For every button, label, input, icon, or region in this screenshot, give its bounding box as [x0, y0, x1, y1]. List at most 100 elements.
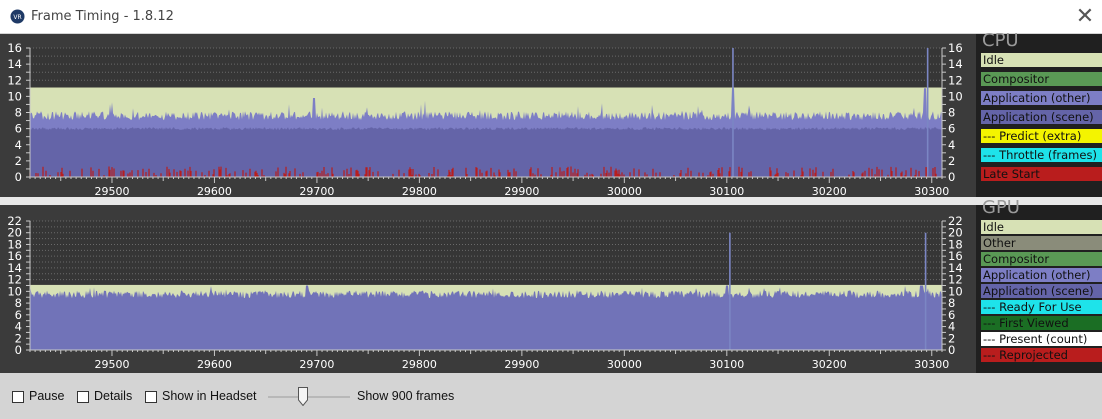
- y-tick-label: 0: [15, 170, 22, 184]
- x-tick-label: 29600: [197, 358, 232, 371]
- y-tick-label: 2: [15, 331, 22, 345]
- x-tick-label: 30000: [607, 358, 642, 371]
- cpu-graph: 0 0 2 2 4 4 6 6 8 8 10 10 12 12 14 14 16 16 29500 29600 2970…: [0, 30, 1102, 197]
- y-tick-label: 16: [7, 41, 22, 55]
- legend-item: --- Ready For Use: [981, 300, 1102, 314]
- y-tick-label: 12: [948, 73, 963, 87]
- y-tick-label: 6: [948, 122, 955, 136]
- x-tick-label: 30300: [914, 358, 949, 371]
- y-tick-label: 14: [7, 57, 22, 71]
- x-tick-label: 30300: [914, 185, 949, 197]
- legend-item: Application (scene): [981, 284, 1102, 298]
- legend-item: Other: [981, 236, 1102, 250]
- y-tick-label: 12: [948, 273, 963, 287]
- gpu-heading: GPU: [982, 197, 1020, 218]
- y-tick-label: 12: [7, 273, 22, 287]
- legend-item: --- Predict (extra): [981, 129, 1102, 143]
- cpu-heading: CPU: [982, 30, 1019, 51]
- y-tick-label: 16: [948, 41, 963, 55]
- x-tick-label: 29500: [94, 185, 129, 197]
- gpu-legend: GPU Idle Other Compositor Application (othe…: [976, 197, 1102, 373]
- pause-label[interactable]: Pause: [29, 389, 65, 403]
- y-tick-label: 8: [948, 106, 955, 120]
- y-tick-label: 20: [948, 226, 963, 240]
- y-tick-label: 16: [948, 249, 963, 263]
- frames-slider-thumb[interactable]: [298, 387, 308, 406]
- y-tick-label: 6: [15, 122, 22, 136]
- cpu-plot: 0 0 2 2 4 4 6 6 8 8 10 10 12 12 14 14 16 16 29500 29600 2970…: [7, 41, 963, 197]
- y-tick-label: 14: [7, 261, 22, 275]
- y-tick-label: 14: [948, 57, 963, 71]
- y-tick-label: 22: [948, 214, 963, 228]
- y-tick-label: 8: [15, 106, 22, 120]
- show-in-headset-checkbox[interactable]: [145, 391, 157, 403]
- close-button[interactable]: ✕: [1068, 0, 1102, 33]
- legend-item: --- Reprojected: [981, 348, 1102, 362]
- x-tick-label: 30100: [709, 358, 744, 371]
- y-tick-label: 16: [7, 249, 22, 263]
- legend-item: Late Start: [981, 167, 1102, 181]
- details-checkbox[interactable]: [77, 391, 89, 403]
- close-icon: ✕: [1075, 4, 1095, 29]
- window-title: Frame Timing - 1.8.12: [31, 9, 174, 24]
- y-tick-label: 0: [15, 343, 22, 357]
- cpu-legend: CPU Idle Compositor Application (other) App…: [976, 30, 1102, 197]
- legend-item: --- Present (count): [981, 332, 1102, 346]
- details-label[interactable]: Details: [94, 389, 133, 403]
- y-tick-label: 0: [948, 343, 955, 357]
- x-tick-label: 30200: [812, 185, 847, 197]
- legend-item: Application (other): [981, 91, 1102, 105]
- legend-item: Compositor: [981, 252, 1102, 266]
- y-tick-label: 2: [948, 154, 955, 168]
- legend-item: Idle: [981, 220, 1102, 234]
- x-tick-label: 29700: [299, 358, 334, 371]
- application-scene-area: [30, 127, 942, 177]
- x-tick-label: 30200: [812, 358, 847, 371]
- y-tick-label: 10: [7, 89, 22, 103]
- svg-text:VR: VR: [13, 14, 21, 21]
- legend-item: Application (other): [981, 268, 1102, 282]
- y-tick-label: 2: [948, 331, 955, 345]
- x-tick-label: 29900: [504, 358, 539, 371]
- legend-item: Compositor: [981, 72, 1102, 86]
- frames-label: Show 900 frames: [357, 389, 455, 403]
- frames-slider-track[interactable]: [268, 396, 350, 398]
- x-tick-label: 30100: [709, 185, 744, 197]
- vr-logo-icon: VR: [10, 9, 25, 24]
- application-scene-area: [30, 285, 942, 350]
- y-tick-label: 12: [7, 73, 22, 87]
- y-tick-label: 10: [7, 284, 22, 298]
- toolbar: Pause Details Show in Headset Show 900 f…: [0, 376, 1102, 419]
- x-tick-label: 29600: [197, 185, 232, 197]
- y-tick-label: 2: [15, 154, 22, 168]
- gpu-graph: 0 0 2 2 4 4 6 6 8 8 10 10 12 12 14 14 16 16 18 18 20 20 22 22 29…: [0, 197, 1102, 373]
- legend-item: Idle: [981, 53, 1102, 67]
- y-tick-label: 22: [7, 214, 22, 228]
- y-tick-label: 8: [948, 296, 955, 310]
- y-tick-label: 4: [15, 138, 22, 152]
- y-tick-label: 18: [948, 237, 963, 251]
- show-in-headset-label[interactable]: Show in Headset: [162, 389, 257, 403]
- x-tick-label: 29500: [94, 358, 129, 371]
- y-tick-label: 4: [15, 320, 22, 334]
- y-tick-label: 20: [7, 226, 22, 240]
- y-tick-label: 6: [948, 308, 955, 322]
- x-tick-label: 29900: [504, 185, 539, 197]
- y-tick-label: 4: [948, 138, 955, 152]
- graph-separator: [0, 197, 1102, 205]
- y-tick-label: 18: [7, 237, 22, 251]
- x-tick-label: 29800: [402, 185, 437, 197]
- legend-item: --- Throttle (frames): [981, 148, 1102, 162]
- x-tick-label: 30000: [607, 185, 642, 197]
- legend-item: --- First Viewed: [981, 316, 1102, 330]
- y-tick-label: 4: [948, 320, 955, 334]
- y-tick-label: 0: [948, 170, 955, 184]
- title-bar: VR Frame Timing - 1.8.12 ✕: [0, 0, 1102, 33]
- pause-checkbox[interactable]: [12, 391, 24, 403]
- y-tick-label: 10: [948, 89, 963, 103]
- legend-item: Application (scene): [981, 110, 1102, 124]
- y-tick-label: 14: [948, 261, 963, 275]
- y-tick-label: 6: [15, 308, 22, 322]
- y-tick-label: 10: [948, 284, 963, 298]
